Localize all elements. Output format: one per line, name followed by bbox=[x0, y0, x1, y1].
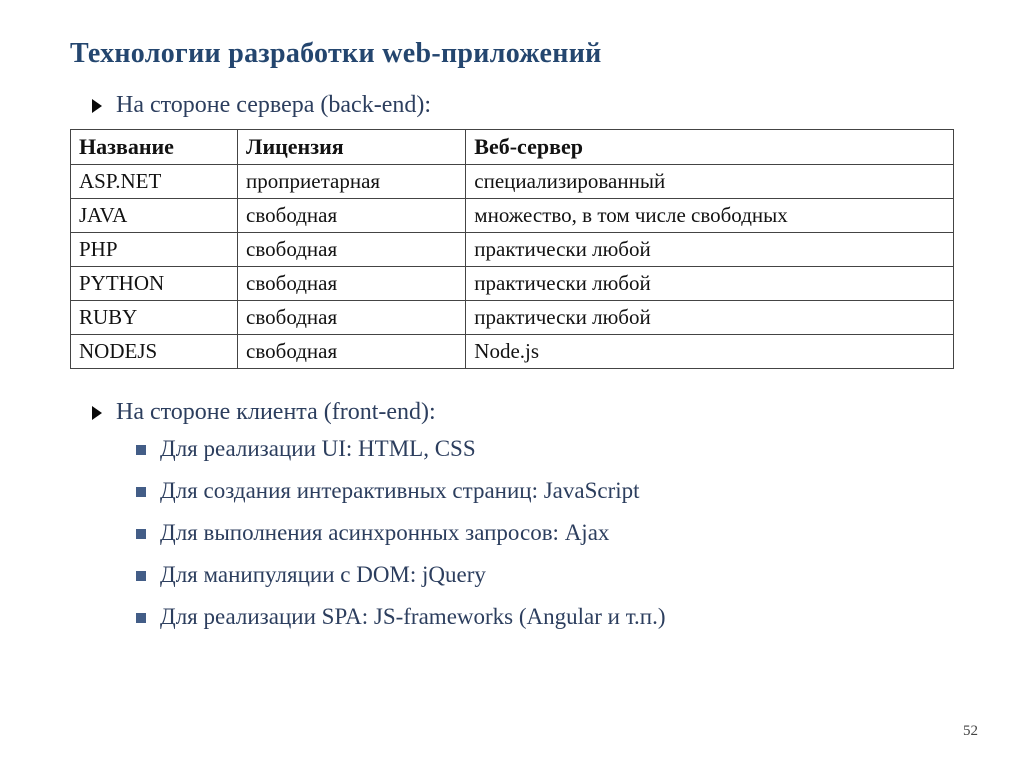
backend-label: На стороне сервера (back-end): bbox=[116, 92, 431, 119]
square-icon bbox=[136, 487, 146, 497]
table-cell: NODEJS bbox=[71, 335, 238, 369]
list-item-label: Для реализации SPA: JS-frameworks (Angul… bbox=[160, 604, 666, 630]
table-cell: свободная bbox=[238, 301, 466, 335]
table-cell: свободная bbox=[238, 267, 466, 301]
col-header: Веб-сервер bbox=[466, 130, 954, 165]
list-item: Для манипуляции с DOM: jQuery bbox=[136, 562, 964, 588]
square-icon bbox=[136, 529, 146, 539]
table-cell: RUBY bbox=[71, 301, 238, 335]
table-cell: практически любой bbox=[466, 233, 954, 267]
list-item: Для реализации SPA: JS-frameworks (Angul… bbox=[136, 604, 964, 630]
backend-table: Название Лицензия Веб-сервер ASP.NETпроп… bbox=[70, 129, 954, 369]
table-row: NODEJSсвободнаяNode.js bbox=[71, 335, 954, 369]
list-item-label: Для создания интерактивных страниц: Java… bbox=[160, 478, 640, 504]
table-row: JAVAсвободнаямножество, в том числе своб… bbox=[71, 199, 954, 233]
table-cell: множество, в том числе свободных bbox=[466, 199, 954, 233]
backend-bullet: На стороне сервера (back-end): bbox=[92, 92, 964, 119]
triangle-icon bbox=[92, 406, 102, 420]
square-icon bbox=[136, 613, 146, 623]
list-item-label: Для выполнения асинхронных запросов: Aja… bbox=[160, 520, 609, 546]
table-row: PYTHONсвободнаяпрактически любой bbox=[71, 267, 954, 301]
table-cell: свободная bbox=[238, 233, 466, 267]
table-cell: практически любой bbox=[466, 301, 954, 335]
table-cell: специализированный bbox=[466, 165, 954, 199]
table-cell: PHP bbox=[71, 233, 238, 267]
list-item-label: Для реализации UI: HTML, CSS bbox=[160, 436, 476, 462]
table-header-row: Название Лицензия Веб-сервер bbox=[71, 130, 954, 165]
slide-container: Технологии разработки web-приложений На … bbox=[0, 0, 1024, 768]
table-body: ASP.NETпроприетарнаяспециализированныйJA… bbox=[71, 165, 954, 369]
list-item: Для создания интерактивных страниц: Java… bbox=[136, 478, 964, 504]
table-cell: Node.js bbox=[466, 335, 954, 369]
col-header: Название bbox=[71, 130, 238, 165]
table-row: ASP.NETпроприетарнаяспециализированный bbox=[71, 165, 954, 199]
frontend-bullet: На стороне клиента (front-end): bbox=[92, 399, 964, 426]
table-cell: PYTHON bbox=[71, 267, 238, 301]
page-number: 52 bbox=[963, 723, 978, 740]
frontend-label: На стороне клиента (front-end): bbox=[116, 399, 436, 426]
col-header: Лицензия bbox=[238, 130, 466, 165]
table-cell: свободная bbox=[238, 199, 466, 233]
table-row: PHPсвободнаяпрактически любой bbox=[71, 233, 954, 267]
list-item: Для выполнения асинхронных запросов: Aja… bbox=[136, 520, 964, 546]
table-cell: ASP.NET bbox=[71, 165, 238, 199]
page-title: Технологии разработки web-приложений bbox=[70, 38, 964, 70]
list-item-label: Для манипуляции с DOM: jQuery bbox=[160, 562, 486, 588]
square-icon bbox=[136, 445, 146, 455]
triangle-icon bbox=[92, 99, 102, 113]
table-cell: практически любой bbox=[466, 267, 954, 301]
square-icon bbox=[136, 571, 146, 581]
table-cell: JAVA bbox=[71, 199, 238, 233]
frontend-sublist: Для реализации UI: HTML, CSS Для создания… bbox=[136, 436, 964, 630]
table-row: RUBYсвободнаяпрактически любой bbox=[71, 301, 954, 335]
list-item: Для реализации UI: HTML, CSS bbox=[136, 436, 964, 462]
table-cell: проприетарная bbox=[238, 165, 466, 199]
table-cell: свободная bbox=[238, 335, 466, 369]
